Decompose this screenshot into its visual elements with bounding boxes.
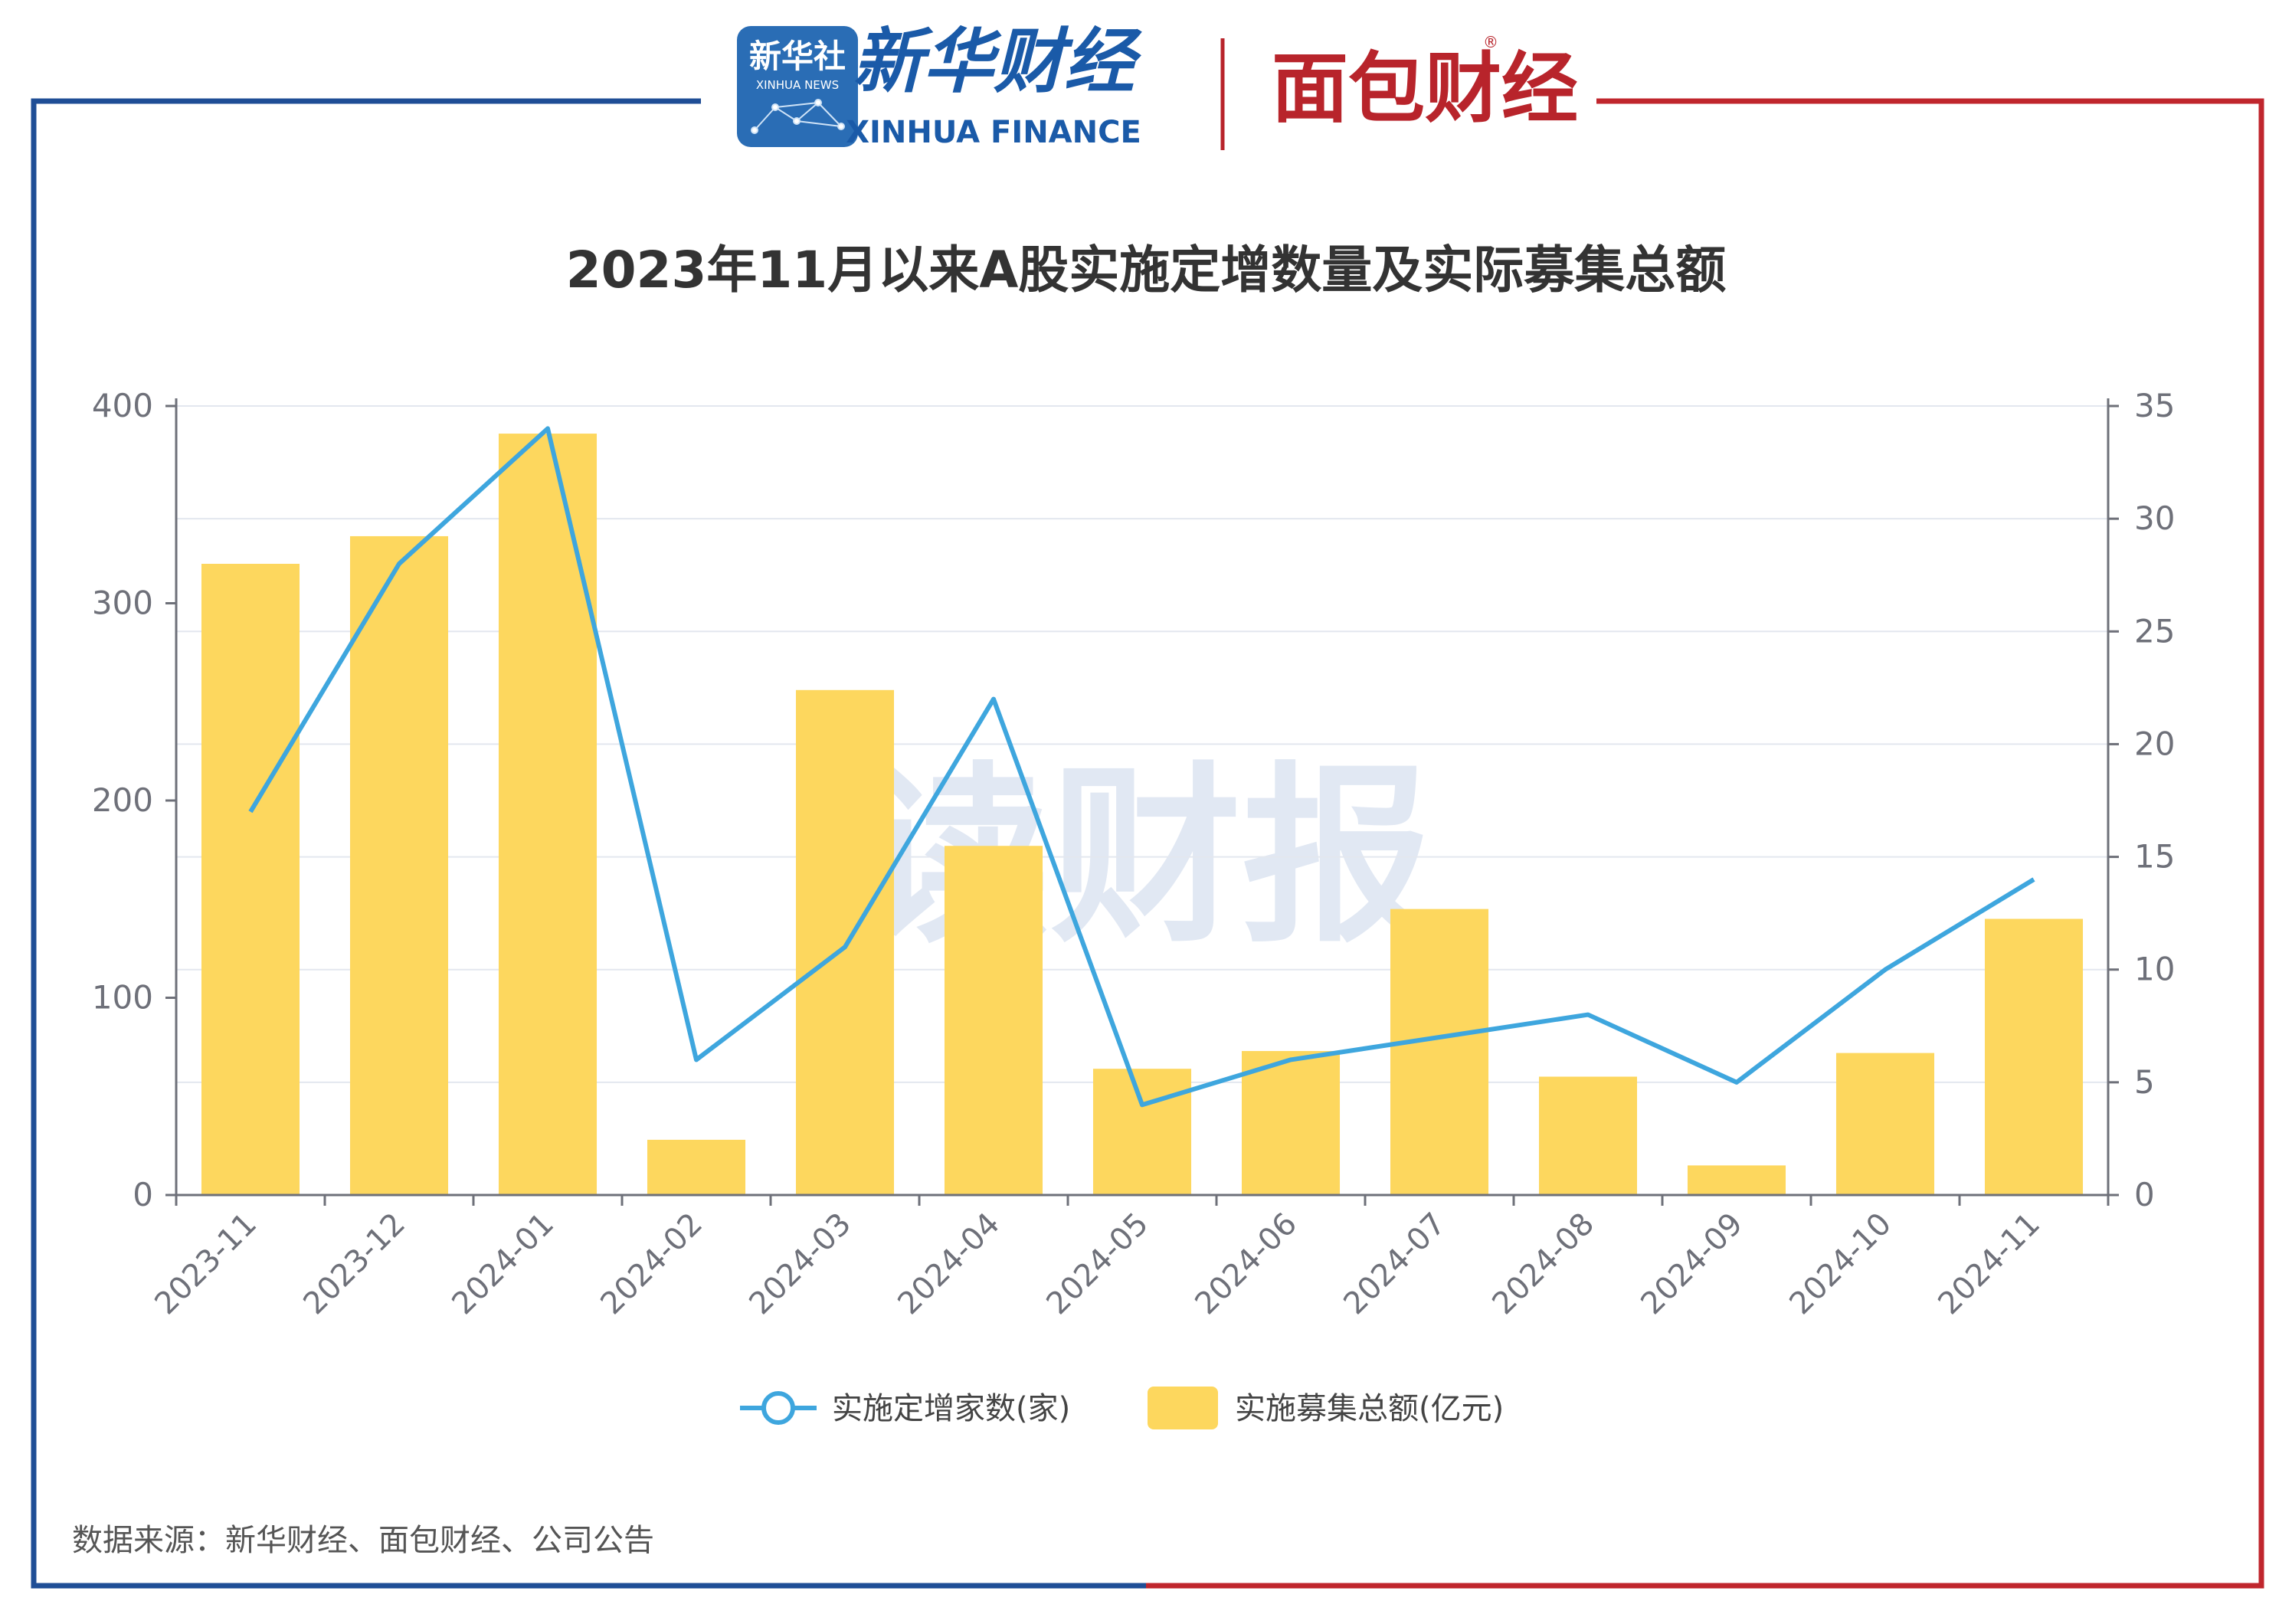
bar <box>944 846 1043 1195</box>
bar <box>349 535 449 1195</box>
x-tick-labels: 2023-11 2023-12 2024-01 2024-02 2024-03 2024-… <box>148 1207 2047 1322</box>
bar <box>1687 1165 1786 1195</box>
x-tick-label: 2024-08 <box>1485 1207 1601 1322</box>
frame-left <box>31 98 1146 1589</box>
y-left-tick-labels: 0 100 200 300 400 <box>92 387 153 1213</box>
bar <box>1390 909 1489 1195</box>
y-left-tick-label: 0 <box>133 1176 153 1213</box>
legend-circle-marker <box>761 1391 795 1425</box>
y-left-tick-label: 100 <box>92 979 153 1017</box>
xinhua-badge-cn: 新华社 <box>749 38 846 75</box>
x-tick-label: 2024-01 <box>445 1207 561 1322</box>
bar <box>647 1139 746 1195</box>
x-tick-label: 2024-09 <box>1634 1207 1750 1322</box>
xinhua-finance-cn: 新华财经 <box>853 21 1142 103</box>
legend-label-amount: 实施募集总额(亿元) <box>1235 1391 1504 1426</box>
bar-series <box>201 434 2084 1195</box>
y-right-tick-label: 20 <box>2134 725 2175 762</box>
y-left-tick-label: 400 <box>92 387 153 424</box>
x-tick-label: 2024-02 <box>594 1207 709 1322</box>
legend-item-count[interactable]: 实施定增家数(家) <box>740 1391 1070 1426</box>
grid-lines <box>176 405 2108 1083</box>
mianbao-logo: 面包财经 <box>1272 44 1578 133</box>
x-tick-label: 2024-10 <box>1783 1207 1898 1322</box>
frame-right <box>1146 98 2264 1589</box>
source-note: 数据来源：新华财经、面包财经、公司公告 <box>72 1523 654 1558</box>
legend-item-amount[interactable]: 实施募集总额(亿元) <box>1148 1387 1504 1429</box>
y-right-tick-label: 15 <box>2134 838 2175 876</box>
y-right-tick-label: 10 <box>2134 951 2175 988</box>
y-right-tick-labels: 0 5 10 15 20 25 30 35 <box>2134 387 2175 1213</box>
x-tick-label: 2024-06 <box>1188 1207 1304 1322</box>
x-tick-label: 2024-04 <box>891 1207 1007 1322</box>
chart-title: 2023年11月以来A股实施定增数量及实际募集总额 <box>566 241 1727 300</box>
bar <box>498 434 598 1195</box>
y-right-tick-label: 30 <box>2134 499 2175 537</box>
y-right-tick-label: 5 <box>2134 1063 2155 1101</box>
line-series <box>248 426 2035 1108</box>
x-tick-label: 2023-12 <box>296 1207 412 1322</box>
legend-label-count: 实施定增家数(家) <box>832 1391 1070 1426</box>
bar <box>795 689 895 1195</box>
bar <box>1984 918 2084 1195</box>
bar <box>201 564 300 1195</box>
y-right-tick-label: 35 <box>2134 387 2175 424</box>
xinhua-finance-en: XINHUA FINANCE <box>846 115 1141 150</box>
count-line <box>248 426 2035 1108</box>
x-tick-label: 2024-05 <box>1040 1207 1155 1322</box>
axes <box>165 398 2119 1206</box>
x-tick-label: 2024-03 <box>742 1207 858 1322</box>
y-left-tick-label: 200 <box>92 781 153 819</box>
y-right-tick-label: 0 <box>2134 1176 2155 1213</box>
y-left-tick-label: 300 <box>92 584 153 622</box>
bar <box>1538 1076 1638 1195</box>
xinhua-badge-en: XINHUA NEWS <box>756 78 839 92</box>
bar <box>1835 1053 1935 1195</box>
x-tick-label: 2023-11 <box>148 1207 264 1322</box>
y-right-tick-label: 25 <box>2134 612 2175 650</box>
legend-rect-marker <box>1148 1387 1218 1429</box>
x-tick-label: 2024-11 <box>1931 1207 2047 1322</box>
network-icon <box>751 99 845 134</box>
header-logos: 新华社 XINHUA NEWS 新华财经 XINHUA FINANCE 面包财经… <box>737 21 1578 150</box>
bar <box>1241 1051 1341 1195</box>
registered-mark: ® <box>1483 33 1498 51</box>
legend: 实施定增家数(家) 实施募集总额(亿元) <box>740 1387 1504 1429</box>
bar <box>1092 1069 1192 1195</box>
x-tick-label: 2024-07 <box>1337 1207 1452 1322</box>
figure-frame <box>31 98 2264 1589</box>
